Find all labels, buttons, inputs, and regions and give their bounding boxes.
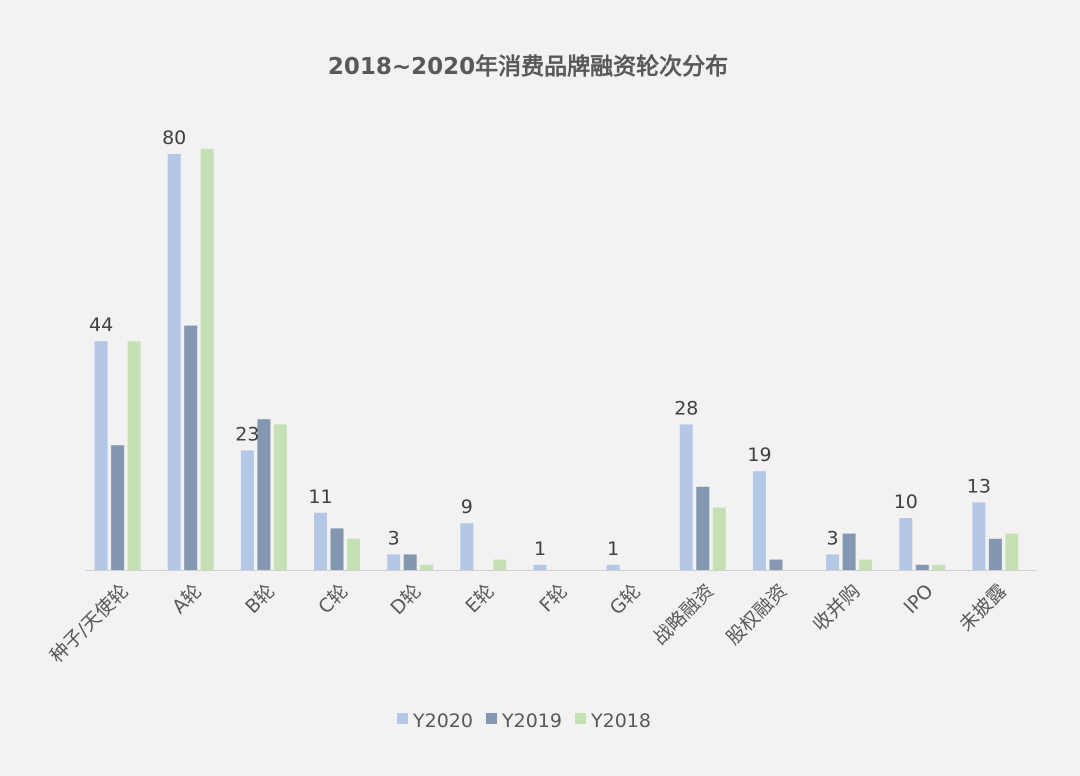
bars-layer: [94, 148, 1019, 571]
bar-y2018-3: [347, 538, 360, 570]
category-label-5: E轮: [461, 580, 498, 617]
data-label-y2020-9: 19: [747, 444, 771, 466]
bar-y2019-11: [915, 564, 929, 570]
bar-y2020-12: [972, 502, 986, 570]
data-label-y2020-6: 1: [534, 538, 546, 560]
category-label-3: C轮: [314, 580, 352, 618]
data-label-y2020-0: 44: [89, 314, 113, 336]
category-label-9: 股权融资: [722, 580, 791, 649]
legend: Y2020 Y2019 Y2018: [397, 710, 651, 732]
legend-label-y2019: Y2019: [501, 710, 562, 732]
category-label-11: IPO: [900, 580, 938, 618]
bar-y2019-8: [696, 486, 710, 570]
bar-y2019-12: [988, 538, 1002, 570]
bar-y2020-1: [167, 154, 181, 570]
legend-label-y2018: Y2018: [590, 710, 651, 732]
bar-y2018-8: [712, 507, 726, 570]
bar-y2020-10: [826, 554, 840, 570]
category-label-4: D轮: [386, 580, 425, 619]
data-label-y2020-1: 80: [162, 127, 186, 149]
bar-y2019-9: [769, 559, 783, 570]
data-label-y2020-12: 13: [967, 475, 991, 497]
legend-swatch-y2020: [397, 713, 408, 724]
bar-y2019-1: [184, 325, 198, 570]
bar-y2020-5: [460, 523, 474, 570]
data-label-y2020-8: 28: [674, 397, 698, 419]
data-label-y2020-2: 23: [235, 423, 259, 445]
bar-y2020-8: [679, 424, 693, 570]
bar-y2020-3: [314, 512, 327, 570]
bar-y2018-1: [200, 148, 214, 571]
bar-y2018-11: [932, 564, 946, 570]
category-label-10: 收并购: [809, 580, 865, 636]
data-label-y2020-11: 10: [894, 491, 918, 513]
category-label-12: 未披露: [955, 580, 1011, 636]
chart-title: 2018~2020年消费品牌融资轮次分布: [328, 53, 728, 80]
bar-y2019-4: [403, 554, 417, 570]
bar-y2018-12: [1005, 533, 1019, 570]
bar-y2019-0: [111, 445, 125, 570]
data-label-y2020-7: 1: [607, 538, 619, 560]
bar-y2020-2: [240, 450, 254, 570]
bar-y2018-10: [859, 559, 873, 570]
bar-y2018-4: [420, 564, 434, 570]
category-label-1: A轮: [168, 580, 206, 618]
bar-y2018-0: [127, 341, 141, 570]
bar-y2018-5: [493, 559, 507, 570]
category-label-2: B轮: [241, 580, 279, 618]
category-label-7: G轮: [606, 580, 645, 619]
bar-y2020-4: [387, 554, 401, 570]
category-labels-layer: 种子/天使轮 A轮 B轮 C轮 D轮 E轮 F轮 G轮 战略融资 股权融资 收并购 IPO 未披露: [46, 580, 1011, 667]
bar-y2020-7: [606, 564, 620, 570]
category-label-6: F轮: [535, 580, 572, 617]
category-label-8: 战略融资: [649, 580, 718, 649]
data-label-y2020-4: 3: [388, 527, 400, 549]
bar-y2019-10: [842, 533, 856, 570]
data-label-y2020-3: 11: [308, 486, 332, 508]
bar-y2020-0: [94, 341, 108, 570]
data-label-y2020-5: 9: [461, 496, 473, 518]
bar-y2019-2: [257, 419, 271, 570]
bar-y2020-11: [899, 518, 913, 570]
data-label-y2020-10: 3: [827, 527, 839, 549]
category-label-0: 种子/天使轮: [46, 580, 133, 667]
bar-y2020-9: [753, 471, 766, 570]
bar-y2019-3: [330, 528, 344, 570]
bar-y2018-2: [273, 424, 287, 570]
bar-y2020-6: [533, 564, 547, 570]
legend-swatch-y2018: [575, 713, 586, 724]
legend-swatch-y2019: [486, 713, 497, 724]
legend-label-y2020: Y2020: [412, 710, 473, 732]
